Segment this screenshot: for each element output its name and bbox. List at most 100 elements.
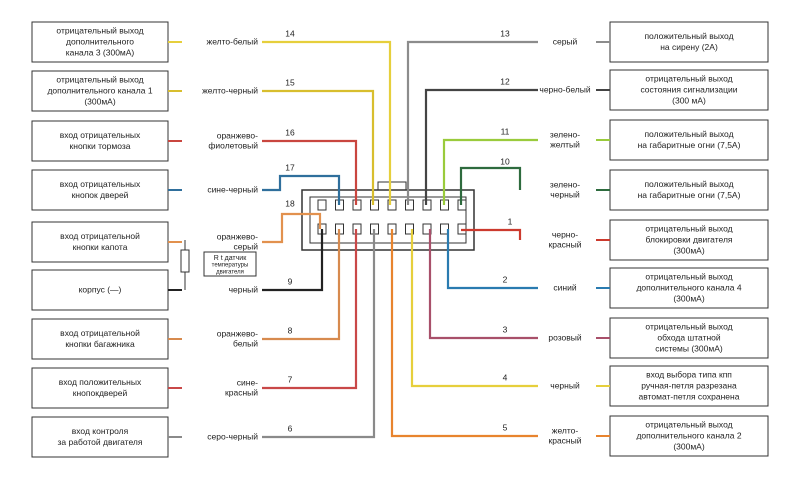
wire (410, 229, 538, 388)
box (609, 69, 769, 111)
wire-label: черно-белый (539, 84, 590, 94)
pin (370, 199, 379, 211)
box (31, 367, 169, 409)
wire-label: оранжево- (217, 130, 258, 140)
box-text: на габаритные огни (7,5А) (638, 140, 741, 150)
sensor-label-box (203, 251, 257, 277)
pin (405, 223, 414, 235)
box-text: отрицательный выход (645, 271, 732, 281)
wire (459, 166, 522, 205)
pin-number: 13 (500, 28, 510, 38)
box (609, 317, 769, 359)
box (609, 219, 769, 261)
wire-label: черно- (552, 229, 578, 239)
pin-number: 6 (288, 423, 293, 433)
box-text: корпус (—) (79, 284, 122, 294)
box-text: кнопки багажника (65, 339, 135, 349)
sensor-label: температуры (212, 263, 249, 269)
temp-sensor (180, 240, 257, 290)
box-text: дополнительного канала 2 (636, 430, 741, 440)
box (609, 21, 769, 63)
wire (262, 89, 375, 205)
wire-label: серый (233, 241, 258, 251)
box (31, 70, 169, 112)
pin-number: 1 (508, 216, 513, 226)
pin (387, 199, 397, 211)
wire-label: красный (225, 387, 258, 397)
box-text: вход отрицательных (60, 179, 141, 189)
pin-number: 4 (503, 372, 508, 382)
wire-label: красный (549, 239, 582, 249)
wire (461, 228, 522, 240)
wire-label: зелено- (550, 179, 580, 189)
pin-number: 7 (288, 374, 293, 384)
box-text: ручная-петля разрезана (641, 380, 737, 390)
box-text: отрицательный выход (645, 419, 732, 429)
resistor (180, 249, 190, 273)
box-text: (300 мА) (672, 95, 706, 105)
wire (262, 229, 341, 341)
box-text: (300мА) (673, 293, 705, 303)
pin-number: 12 (500, 76, 510, 86)
wire (262, 229, 358, 390)
box-text: кнопокдверей (73, 388, 128, 398)
box-text: кнопки тормоза (70, 141, 131, 151)
box-text: (300мА) (673, 245, 705, 255)
wire (262, 139, 358, 205)
box-text: положительный выход (644, 179, 733, 189)
sensor-label: двигателя (216, 270, 244, 276)
box-text: системы (300мА) (655, 343, 723, 353)
box-text: состояния сигнализации (640, 84, 737, 94)
wire-label: зелено- (550, 129, 580, 139)
wire-label: желто-белый (207, 36, 259, 46)
pin-number: 18 (285, 198, 295, 208)
pin-number: 11 (501, 126, 510, 136)
wire (262, 229, 376, 439)
pin-number: 5 (503, 422, 508, 432)
wire-label: сине-черный (207, 184, 258, 194)
box-text: вход отрицательных (60, 130, 141, 140)
box (31, 318, 169, 360)
wire-label: серо-черный (207, 431, 258, 441)
wire-label: черный (550, 189, 580, 199)
box-text: вход отрицательной (60, 328, 140, 338)
pin-number: 3 (503, 324, 508, 334)
wire-label: черный (550, 380, 580, 390)
wire-label: белый (233, 338, 258, 348)
box-text: (300мА) (84, 96, 116, 106)
box (609, 415, 769, 457)
box-text: отрицательный выход (56, 74, 143, 84)
box-text: обхода штатной (657, 332, 721, 342)
pin-number: 14 (285, 28, 295, 38)
wire (390, 229, 538, 438)
pin-number: 2 (503, 274, 508, 284)
box (31, 169, 169, 211)
wire (262, 229, 324, 292)
box-text: автомат-петля сохранена (639, 391, 740, 401)
wire (262, 212, 322, 244)
wire-label: желто- (552, 425, 579, 435)
wire (262, 174, 341, 205)
wire-label: сине- (237, 377, 258, 387)
pin-number: 9 (288, 276, 293, 286)
pin-number: 16 (285, 127, 295, 137)
box-text: отрицательный выход (645, 223, 732, 233)
pin-number: 10 (500, 156, 510, 166)
pin (317, 199, 327, 211)
pin-number: 17 (285, 162, 295, 172)
box-text: положительный выход (644, 129, 733, 139)
wire-label: синий (553, 282, 576, 292)
wire (424, 88, 538, 205)
box-text: отрицательный выход (645, 73, 732, 83)
box-text: блокировки двигателя (645, 234, 732, 244)
box-text: положительный выход (644, 31, 733, 41)
wire (442, 138, 538, 205)
wire (262, 40, 392, 205)
wire-label: фиолетовый (208, 140, 258, 150)
wire-label: красный (549, 435, 582, 445)
box-text: канала 3 (300мА) (66, 47, 135, 57)
box (31, 120, 169, 162)
box-text: отрицательный выход (56, 25, 143, 35)
box-text: вход отрицательной (60, 231, 140, 241)
